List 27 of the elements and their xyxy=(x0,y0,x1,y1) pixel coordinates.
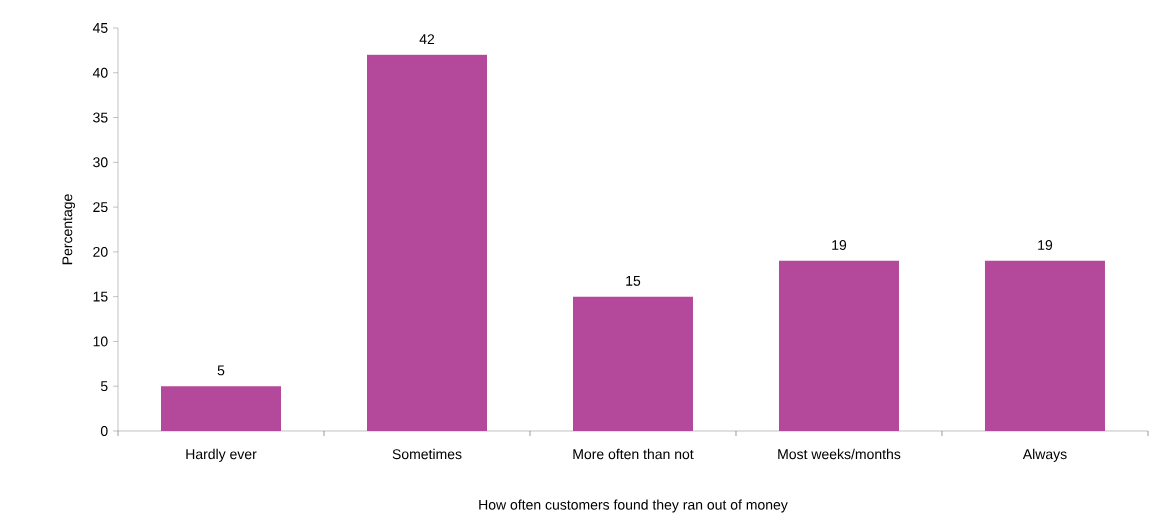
data-label: 15 xyxy=(626,276,641,286)
x-tick-label: Most weeks/months xyxy=(778,448,901,460)
bar xyxy=(572,296,693,431)
data-label: 19 xyxy=(1038,240,1053,250)
y-tick-label: 15 xyxy=(93,291,108,302)
bar xyxy=(778,260,899,431)
y-tick-label: 5 xyxy=(100,381,108,392)
x-tick-label: More often than not xyxy=(573,448,694,460)
bar xyxy=(367,54,487,431)
data-label: 5 xyxy=(217,365,225,376)
y-tick-label: 20 xyxy=(93,246,108,257)
y-axis-title: Percentage xyxy=(62,194,76,265)
x-tick-label: Always xyxy=(1022,448,1067,462)
bar xyxy=(984,260,1105,431)
y-tick-label: 40 xyxy=(92,67,108,78)
x-axis-title: How often customers found they ran out of money xyxy=(479,499,788,513)
x-tick-label: Sometimes xyxy=(392,448,462,460)
y-tick-label: 45 xyxy=(92,23,108,33)
y-tick-label: 30 xyxy=(93,157,108,168)
y-tick-label: 0 xyxy=(100,426,108,436)
x-tick-label: Hardly ever xyxy=(186,448,257,462)
data-label: 42 xyxy=(419,34,435,44)
y-tick-label: 10 xyxy=(93,336,108,347)
bar xyxy=(161,386,282,431)
y-tick-label: 35 xyxy=(93,112,108,123)
y-tick-label: 25 xyxy=(93,202,108,213)
data-label: 19 xyxy=(832,240,847,250)
